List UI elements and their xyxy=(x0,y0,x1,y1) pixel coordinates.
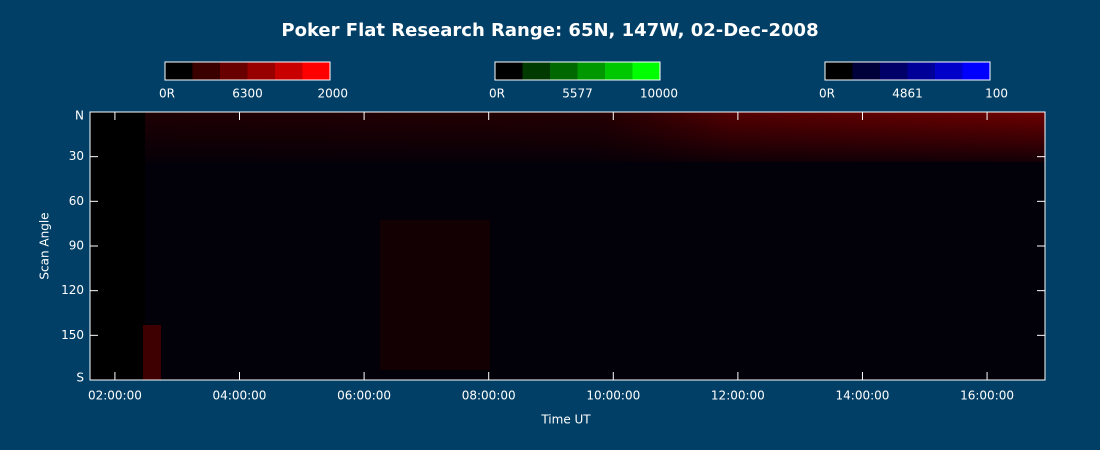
colorbar-segment xyxy=(522,62,550,80)
colorbar-segment xyxy=(495,62,523,80)
colorbar-segment xyxy=(550,62,578,80)
y-axis-title: Scan Angle xyxy=(38,212,52,279)
colorbar-segment xyxy=(825,62,853,80)
x-tick-label: 16:00:00 xyxy=(960,389,1014,403)
colorbar-segment xyxy=(880,62,908,80)
colorbar-min-label: 0R xyxy=(159,87,175,101)
colorbar-segment xyxy=(577,62,605,80)
colorbar-segment xyxy=(247,62,275,80)
colorbar-max-label: 10000 xyxy=(640,87,678,101)
colorbar-name: 5577 xyxy=(562,87,593,101)
colorbar-segment xyxy=(907,62,935,80)
x-tick-label: 04:00:00 xyxy=(213,389,267,403)
colorbar-max-label: 2000 xyxy=(317,87,348,101)
x-tick-label: 08:00:00 xyxy=(462,389,516,403)
colorbar-name: 4861 xyxy=(892,87,923,101)
colorbar-frame xyxy=(164,61,331,81)
no-data xyxy=(90,112,145,380)
y-tick-label: 150 xyxy=(61,328,84,342)
y-tick-label: 30 xyxy=(69,149,84,163)
colorbar-segment xyxy=(220,62,248,80)
colorbar-name: 6300 xyxy=(232,87,263,101)
colorbar-segment xyxy=(935,62,963,80)
x-axis-title: Time UT xyxy=(540,413,591,427)
x-tick-label: 10:00:00 xyxy=(586,389,640,403)
colorbar-segment xyxy=(192,62,220,80)
emission-patch xyxy=(143,325,161,380)
y-tick-label: 120 xyxy=(61,283,84,297)
y-tick-label: N xyxy=(75,109,84,123)
colorbar-min-label: 0R xyxy=(819,87,835,101)
colorbar-segment xyxy=(605,62,633,80)
colorbar-min-label: 0R xyxy=(489,87,505,101)
colorbar-frame xyxy=(494,61,661,81)
emission-band xyxy=(145,112,1045,162)
colorbar-frame xyxy=(824,61,991,81)
y-tick-label: 60 xyxy=(69,194,84,208)
x-tick-label: 06:00:00 xyxy=(337,389,391,403)
chart-title: Poker Flat Research Range: 65N, 147W, 02… xyxy=(281,20,818,41)
x-tick-label: 14:00:00 xyxy=(836,389,890,403)
x-tick-label: 12:00:00 xyxy=(711,389,765,403)
y-tick-label: S xyxy=(76,371,84,385)
colorbar-segment xyxy=(962,62,990,80)
colorbar-segment xyxy=(275,62,303,80)
colorbar-segment xyxy=(165,62,193,80)
y-tick-label: 90 xyxy=(69,239,84,253)
colorbar-segment xyxy=(302,62,330,80)
colorbar-segment xyxy=(632,62,660,80)
emission-patch xyxy=(380,220,490,370)
colorbar-segment xyxy=(852,62,880,80)
colorbar-max-label: 100 xyxy=(985,87,1008,101)
x-tick-label: 02:00:00 xyxy=(88,389,142,403)
